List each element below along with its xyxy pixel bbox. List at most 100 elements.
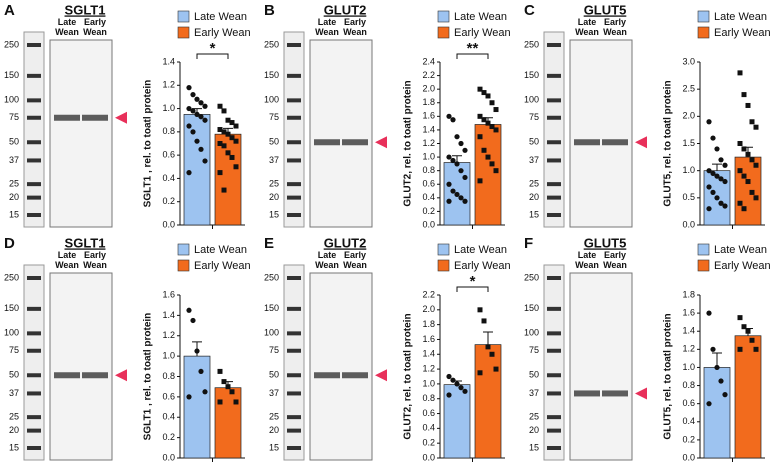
y-tick-label: 2.0 — [422, 84, 435, 94]
y-tick-label: 0.4 — [162, 412, 175, 422]
data-point — [446, 198, 452, 204]
ladder-label: 150 — [4, 303, 19, 313]
data-point — [737, 168, 743, 174]
protein-band — [342, 139, 368, 146]
data-point — [462, 198, 468, 204]
ladder-label: 150 — [264, 303, 279, 313]
data-point — [706, 206, 712, 212]
ladder-label: 50 — [9, 370, 19, 380]
significance-bracket — [196, 53, 229, 59]
data-point — [741, 324, 747, 330]
error-bar — [483, 331, 493, 345]
data-point — [706, 401, 712, 407]
data-point — [749, 337, 755, 343]
ladder-band — [547, 428, 561, 433]
ladder-band — [287, 348, 301, 353]
legend-swatch — [177, 243, 190, 256]
ladder-label: 25 — [269, 179, 279, 189]
data-point — [446, 373, 452, 380]
y-tick-label: 1.2 — [162, 330, 175, 340]
data-point — [749, 157, 755, 163]
ladder-label: 15 — [529, 442, 539, 452]
ladder-band — [27, 348, 41, 353]
y-tick-label: 2.4 — [422, 56, 435, 66]
y-tick-label: 0.0 — [162, 452, 175, 462]
legend-swatch — [697, 26, 710, 39]
ladder-band — [27, 73, 41, 78]
y-tick-label: 1.0 — [422, 378, 435, 388]
data-point — [489, 161, 495, 167]
ladder-band — [287, 195, 301, 200]
data-point — [454, 134, 460, 140]
y-tick-label: 0.0 — [682, 219, 695, 229]
y-axis-label: SGLT1 , rel. to toatl protein — [143, 80, 154, 208]
data-point — [462, 147, 468, 153]
data-point — [454, 381, 460, 387]
ladder-band — [27, 415, 41, 420]
ladder-band — [547, 373, 561, 378]
y-tick-label: 0.8 — [162, 371, 175, 381]
data-point — [481, 147, 487, 153]
ladder-band — [27, 276, 41, 280]
data-point — [233, 123, 239, 129]
data-point — [741, 146, 747, 152]
blot-title: SGLT1 — [65, 2, 106, 17]
y-tick-label: 1.2 — [162, 80, 175, 90]
data-point — [710, 170, 716, 176]
data-point — [706, 168, 712, 174]
ladder-band — [547, 276, 561, 280]
data-point — [749, 119, 755, 125]
data-point — [722, 162, 728, 168]
data-point — [458, 168, 464, 174]
ladder-label: 150 — [264, 70, 279, 80]
y-tick-label: 1.0 — [682, 165, 695, 175]
ladder-band — [287, 158, 301, 163]
y-tick-label: 0.2 — [422, 438, 435, 448]
ladder-band — [287, 115, 301, 120]
data-point — [202, 117, 208, 123]
lane-label: Early Wean — [603, 250, 627, 270]
y-axis-label: GLUT5, rel. to toatl protein — [663, 80, 674, 206]
ladder-band — [547, 213, 561, 217]
y-tick-label: 1.5 — [682, 138, 695, 148]
legend-swatch — [697, 259, 710, 272]
ladder-label: 150 — [524, 70, 539, 80]
data-point — [233, 138, 239, 144]
y-tick-label: 1.6 — [422, 111, 435, 121]
legend-label: Late Wean — [194, 244, 247, 256]
data-point — [454, 191, 460, 198]
data-point — [225, 150, 231, 156]
ladder-label: 250 — [264, 272, 279, 282]
panel-letter: B — [264, 2, 275, 19]
ladder-label: 50 — [269, 370, 279, 380]
legend-swatch — [697, 10, 710, 23]
data-point — [737, 141, 743, 146]
ladder-band — [27, 43, 41, 47]
data-point — [718, 176, 724, 182]
lane-label: Late Wean — [575, 250, 599, 270]
bar — [183, 114, 211, 226]
data-point — [489, 351, 495, 357]
ladder-band — [287, 43, 301, 47]
data-point — [710, 346, 716, 352]
data-point — [481, 318, 487, 324]
y-axis-label: SGLT1 , rel. to toatl protein — [143, 313, 154, 441]
data-point — [225, 117, 231, 123]
blot-lanes — [49, 39, 113, 228]
significance-bracket — [456, 286, 489, 292]
ladder-label: 25 — [269, 412, 279, 422]
data-point — [737, 315, 743, 321]
y-tick-label: 2.0 — [682, 111, 695, 121]
y-tick-label: 0.0 — [682, 452, 695, 462]
data-point — [229, 389, 235, 395]
data-point — [477, 113, 483, 119]
data-point — [233, 399, 239, 405]
data-point — [190, 317, 196, 324]
ladder-band — [287, 331, 301, 336]
protein-band — [314, 139, 340, 146]
protein-band — [574, 139, 600, 146]
data-point — [217, 103, 223, 109]
data-point — [714, 364, 720, 371]
y-tick-label: 1.6 — [162, 289, 175, 299]
